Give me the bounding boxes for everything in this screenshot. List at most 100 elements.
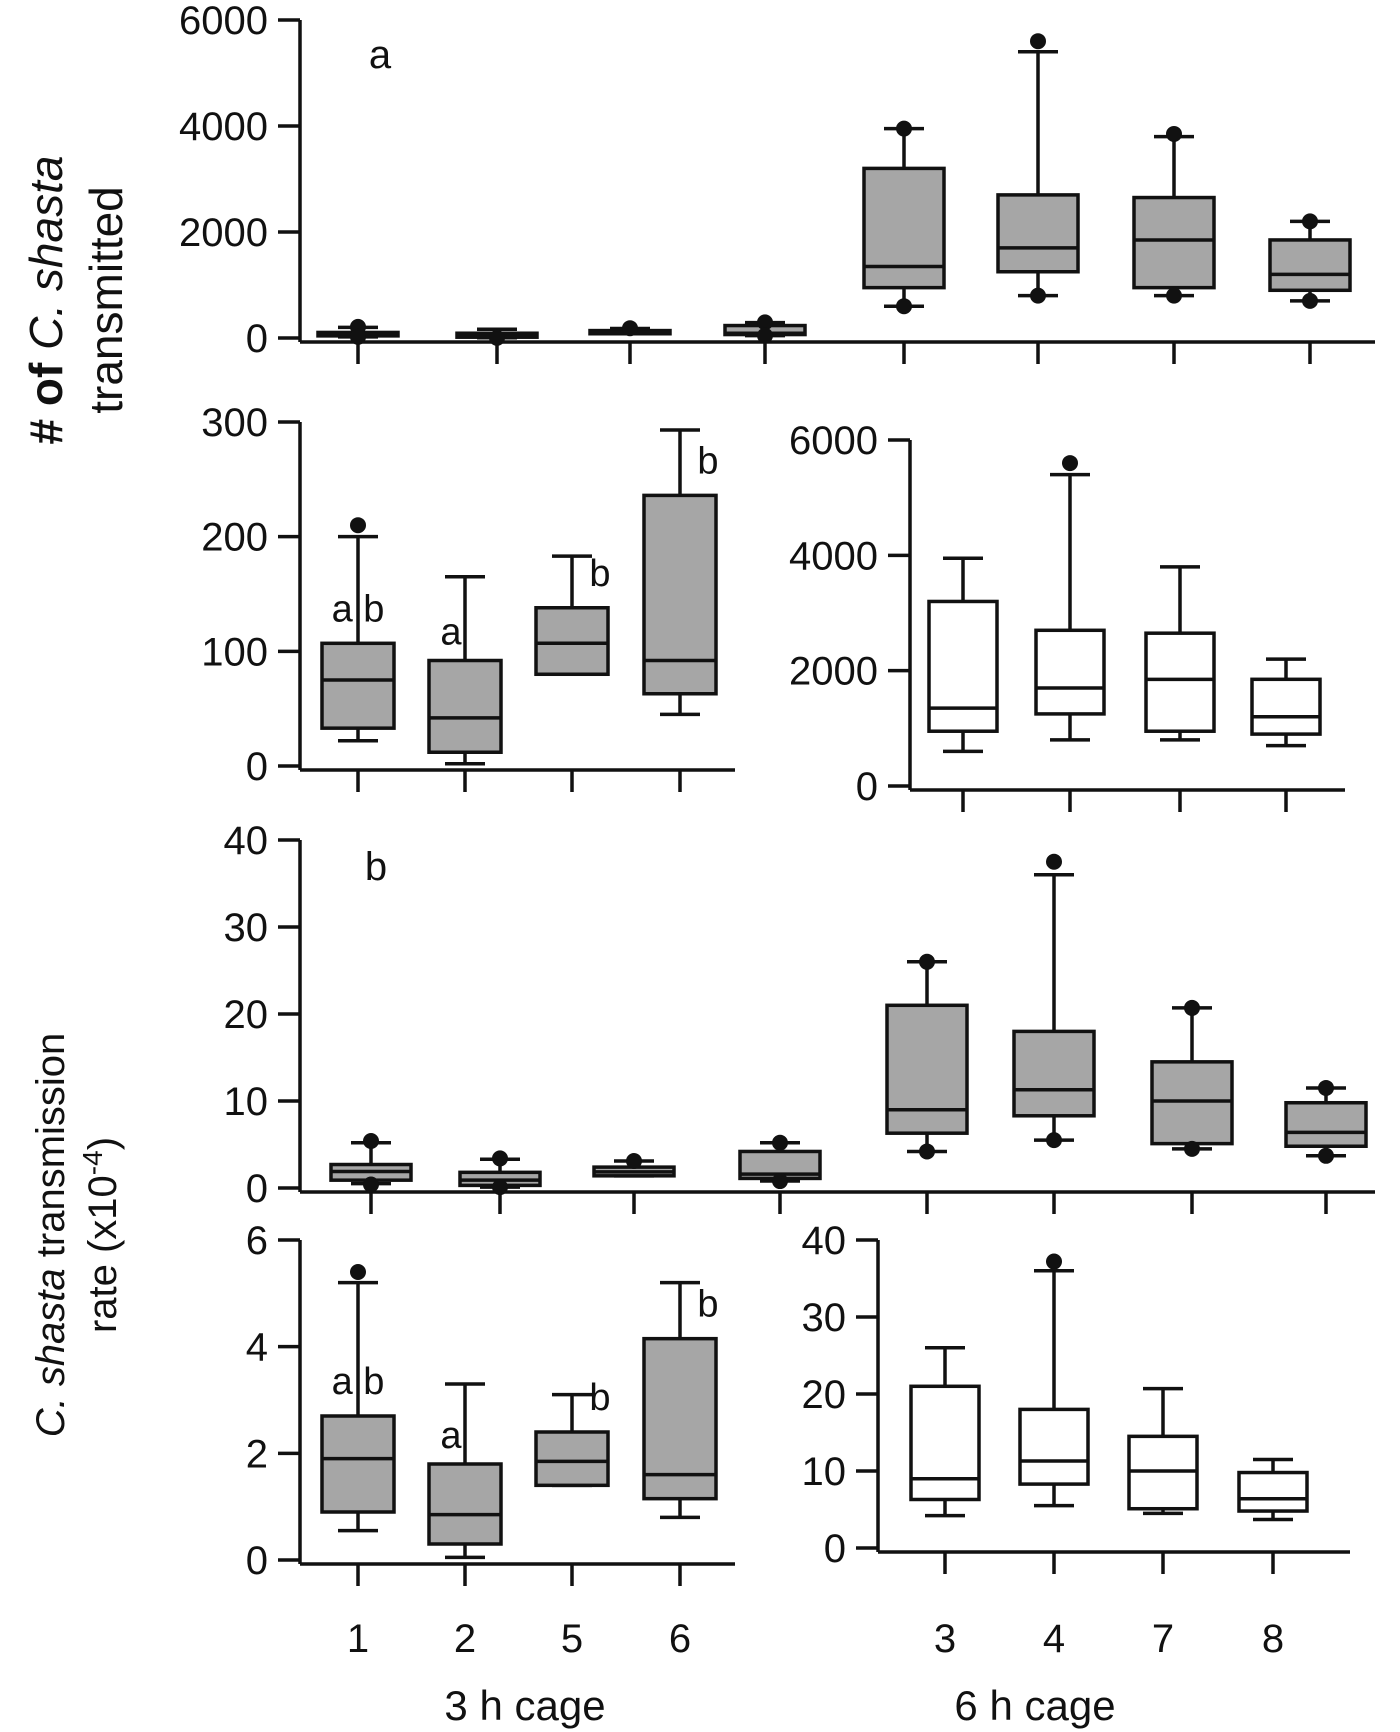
outlier-point: [1318, 1079, 1334, 1096]
box-iqr: [927, 599, 999, 733]
box-4: [996, 33, 1080, 304]
box-iqr: [1132, 195, 1216, 290]
y-tick-label: 0: [246, 1539, 268, 1583]
y-tick-label: 30: [802, 1296, 847, 1340]
y-tick-label: 6: [246, 1219, 268, 1263]
box-iqr: [1034, 628, 1106, 716]
y-tick-label: 6000: [179, 0, 268, 43]
panel-b-6h: 0 10 20 30 40: [802, 1219, 1350, 1574]
outlier-point: [363, 1176, 379, 1193]
outlier-point: [896, 298, 912, 315]
significance-letter: a b: [332, 1361, 385, 1403]
box-iqr: [885, 1003, 969, 1135]
y-tick-label: 4000: [789, 534, 878, 578]
outlier-point: [489, 329, 505, 346]
box-5: [588, 320, 672, 337]
x-category-labels: 1 2 5 6 3 4 7 8: [347, 1617, 1284, 1661]
box-5: [592, 1153, 676, 1178]
box-1: a b: [320, 1264, 396, 1533]
box-iqr: [1250, 677, 1322, 736]
box-iqr: [1237, 1470, 1309, 1513]
y-tick-label: 200: [201, 516, 268, 560]
box-7: [1127, 1386, 1199, 1516]
y-tick-label: 2000: [179, 211, 268, 255]
box-8: [1237, 1457, 1309, 1522]
y-tick-label: 300: [201, 401, 268, 445]
box-iqr: [320, 641, 396, 730]
box-8: [1268, 213, 1352, 309]
box-iqr: [996, 193, 1080, 274]
box-2: a: [427, 1382, 503, 1560]
x-category-label: 2: [454, 1617, 476, 1661]
outlier-point: [772, 1134, 788, 1151]
x-category-label: 4: [1043, 1617, 1065, 1661]
box-3: [862, 120, 946, 315]
outlier-point: [919, 1143, 935, 1160]
ylabel-b-line2: rate (x10-4): [77, 1137, 125, 1333]
y-tick-label: 0: [824, 1527, 846, 1571]
y-tick-label: 0: [246, 745, 268, 789]
outlier-point: [757, 314, 773, 331]
box-2: a: [427, 575, 503, 766]
box-iqr: [534, 1430, 610, 1488]
panel-a-6h: 0 2000 4000 6000: [789, 419, 1345, 812]
panel-tag: a: [369, 33, 392, 77]
ylabel-b: C. shasta transmission rate (x10-4): [29, 1033, 125, 1438]
y-tick-label: 40: [224, 819, 269, 863]
panel-a-3h: 0 100 200 300 a b a b b: [201, 401, 735, 792]
outlier-point: [757, 327, 773, 344]
box-5: b: [534, 553, 611, 677]
outlier-point: [1302, 292, 1318, 309]
panel-b-3h: 0 2 4 6 a b a b b: [246, 1219, 735, 1586]
outlier-point: [896, 120, 912, 137]
box-6: [723, 314, 807, 344]
outlier-point: [1166, 287, 1182, 304]
box-2: [458, 1150, 542, 1196]
y-tick-label: 0: [856, 765, 878, 809]
outlier-point: [363, 1133, 379, 1150]
box-3: [909, 1346, 981, 1518]
box-iqr: [320, 1414, 396, 1514]
box-iqr: [909, 1384, 981, 1502]
box-iqr: [427, 658, 503, 754]
x-category-label: 8: [1262, 1617, 1284, 1661]
box-7: [1144, 565, 1216, 742]
y-tick-label: 4000: [179, 105, 268, 149]
box-iqr: [642, 493, 718, 696]
x-category-label: 3: [934, 1617, 956, 1661]
box-iqr: [1012, 1029, 1096, 1118]
outlier-point: [1062, 455, 1078, 472]
y-tick-label: 10: [224, 1080, 269, 1124]
box-4: [1012, 853, 1096, 1149]
outlier-point: [1166, 125, 1182, 142]
box-iqr: [534, 606, 610, 677]
outlier-point: [1184, 999, 1200, 1016]
outlier-point: [1302, 213, 1318, 230]
box-iqr: [862, 166, 946, 290]
box-6: b: [642, 428, 719, 717]
outlier-point: [919, 953, 935, 970]
y-tick-label: 20: [224, 993, 269, 1037]
box-3: [885, 953, 969, 1160]
box-iqr: [642, 1336, 718, 1501]
significance-letter: a b: [332, 588, 385, 630]
outlier-point: [622, 320, 638, 337]
outlier-point: [772, 1173, 788, 1190]
box-3: [927, 556, 999, 754]
box-8: [1284, 1079, 1368, 1164]
outlier-point: [350, 328, 366, 345]
box-4: [1018, 1253, 1090, 1508]
box-8: [1250, 657, 1322, 748]
y-tick-label: 20: [802, 1373, 847, 1417]
outlier-point: [1184, 1140, 1200, 1157]
box-6: [738, 1134, 822, 1190]
box-7: [1132, 125, 1216, 304]
box-5: b: [534, 1377, 611, 1488]
outlier-point: [1030, 287, 1046, 304]
significance-letter: b: [589, 1377, 610, 1419]
box-4: [1034, 455, 1106, 742]
x-category-label: 7: [1152, 1617, 1174, 1661]
y-tick-label: 100: [201, 630, 268, 674]
box-iqr: [1284, 1100, 1368, 1148]
